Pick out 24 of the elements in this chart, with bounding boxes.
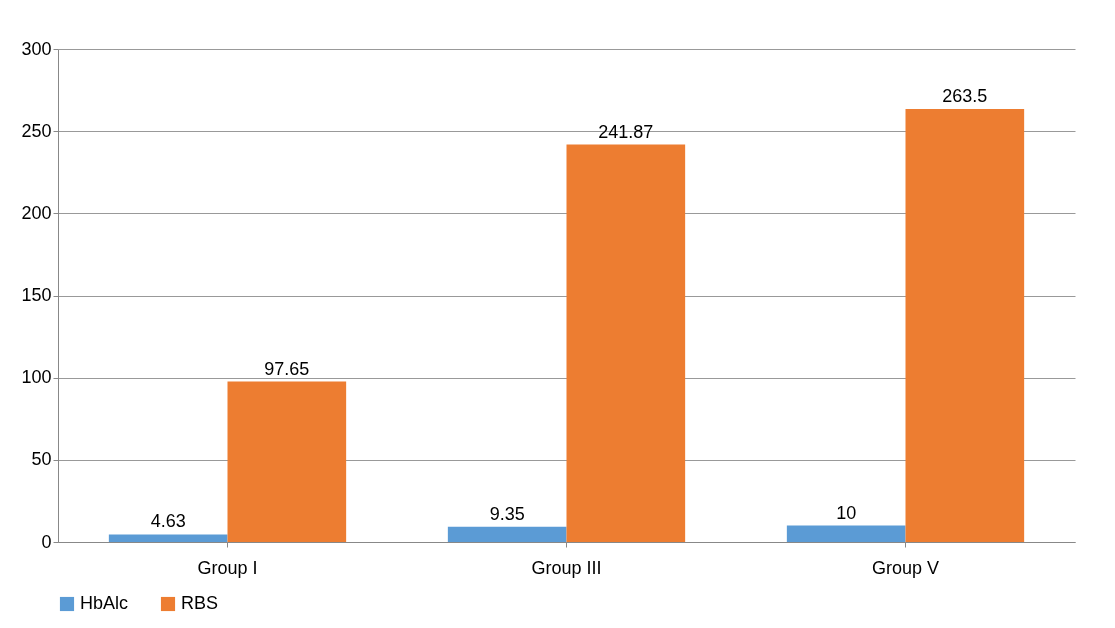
data-label: 9.35: [489, 503, 525, 524]
bar: [905, 108, 1025, 542]
y-tick-label: 250: [21, 120, 52, 141]
bar: [447, 526, 567, 542]
data-label: 263.5: [942, 85, 988, 106]
y-tick-label: 150: [21, 285, 52, 305]
bar: [566, 144, 686, 542]
data-label: 10: [836, 502, 857, 523]
legend-label: HbAlc: [80, 593, 129, 613]
y-tick-label: 200: [21, 202, 52, 223]
legend-label: RBS: [181, 593, 219, 613]
data-label: 97.65: [264, 358, 310, 379]
y-tick-label: 50: [31, 449, 52, 470]
x-tick-label: Group I: [197, 557, 258, 578]
data-label: 241.87: [598, 121, 654, 142]
bar: [227, 381, 347, 542]
bar: [786, 525, 906, 542]
y-tick-label: 300: [21, 38, 52, 59]
data-label: 4.63: [150, 511, 186, 532]
x-tick-label: Group III: [531, 557, 602, 578]
bar: [108, 534, 228, 542]
y-tick-label: 0: [41, 531, 52, 552]
x-tick-label: Group V: [871, 557, 940, 578]
y-tick-label: 100: [21, 367, 52, 388]
